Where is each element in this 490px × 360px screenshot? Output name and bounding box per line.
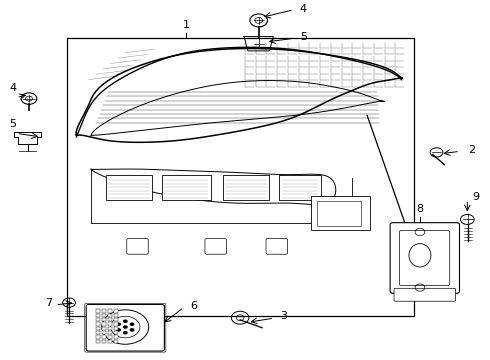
FancyBboxPatch shape: [114, 331, 118, 334]
Text: 8: 8: [416, 204, 423, 214]
FancyBboxPatch shape: [108, 331, 112, 334]
FancyBboxPatch shape: [96, 310, 100, 313]
FancyBboxPatch shape: [311, 196, 369, 230]
FancyBboxPatch shape: [114, 322, 118, 325]
FancyBboxPatch shape: [96, 314, 100, 317]
FancyBboxPatch shape: [102, 339, 106, 343]
Text: 1: 1: [183, 20, 190, 30]
FancyBboxPatch shape: [102, 314, 106, 317]
Circle shape: [130, 322, 134, 326]
FancyBboxPatch shape: [108, 314, 112, 317]
Text: 4: 4: [300, 4, 307, 14]
FancyBboxPatch shape: [96, 335, 100, 338]
FancyBboxPatch shape: [223, 175, 270, 200]
Circle shape: [116, 328, 121, 332]
Circle shape: [123, 319, 128, 323]
FancyBboxPatch shape: [114, 335, 118, 338]
Text: 5: 5: [300, 32, 307, 42]
FancyBboxPatch shape: [102, 335, 106, 338]
Circle shape: [123, 331, 128, 334]
FancyBboxPatch shape: [96, 318, 100, 321]
Text: 2: 2: [468, 144, 475, 154]
FancyBboxPatch shape: [102, 310, 106, 313]
FancyBboxPatch shape: [394, 288, 456, 301]
FancyBboxPatch shape: [102, 331, 106, 334]
FancyBboxPatch shape: [127, 238, 148, 254]
FancyBboxPatch shape: [106, 175, 152, 200]
FancyBboxPatch shape: [114, 314, 118, 317]
Text: 3: 3: [281, 311, 288, 321]
FancyBboxPatch shape: [108, 327, 112, 330]
FancyBboxPatch shape: [96, 327, 100, 330]
FancyBboxPatch shape: [266, 238, 288, 254]
FancyBboxPatch shape: [102, 318, 106, 321]
FancyBboxPatch shape: [279, 175, 321, 200]
FancyBboxPatch shape: [108, 335, 112, 338]
FancyBboxPatch shape: [108, 318, 112, 321]
Text: 7: 7: [45, 298, 52, 308]
FancyBboxPatch shape: [205, 238, 226, 254]
FancyBboxPatch shape: [114, 310, 118, 313]
Circle shape: [116, 322, 121, 326]
Text: 6: 6: [190, 301, 197, 311]
FancyBboxPatch shape: [102, 322, 106, 325]
FancyBboxPatch shape: [96, 331, 100, 334]
Circle shape: [130, 328, 134, 332]
FancyBboxPatch shape: [114, 327, 118, 330]
FancyBboxPatch shape: [108, 322, 112, 325]
FancyBboxPatch shape: [114, 318, 118, 321]
FancyBboxPatch shape: [96, 322, 100, 325]
FancyBboxPatch shape: [108, 310, 112, 313]
FancyBboxPatch shape: [162, 175, 211, 200]
Text: 4: 4: [9, 83, 17, 93]
FancyBboxPatch shape: [108, 339, 112, 343]
FancyBboxPatch shape: [318, 201, 361, 226]
FancyBboxPatch shape: [96, 339, 100, 343]
FancyBboxPatch shape: [399, 230, 450, 285]
FancyBboxPatch shape: [390, 223, 460, 293]
Text: 5: 5: [9, 119, 16, 129]
FancyBboxPatch shape: [102, 327, 106, 330]
Text: 9: 9: [472, 192, 479, 202]
Circle shape: [123, 325, 128, 329]
FancyBboxPatch shape: [86, 305, 164, 351]
FancyBboxPatch shape: [114, 339, 118, 343]
